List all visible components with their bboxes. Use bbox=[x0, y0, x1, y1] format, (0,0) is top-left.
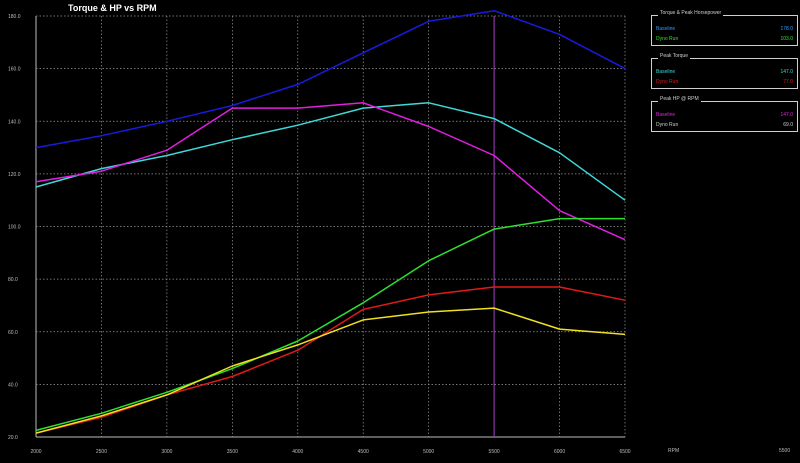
legend-group-peak-hp-rpm: Peak HP @ RPM Baseline 147.0 Dyno Run 69… bbox=[651, 96, 798, 132]
legend-group-title: Torque & Peak Horsepower bbox=[658, 10, 724, 16]
legend-group-peak-torque: Peak Torque Baseline 147.0 Dyno Run 77.0 bbox=[651, 53, 798, 89]
legend-group-title: Peak HP @ RPM bbox=[658, 96, 701, 102]
x-tick-label: 6000 bbox=[554, 449, 565, 455]
y-tick-label: 160.0 bbox=[8, 67, 21, 73]
legend-row-value: 178.0 bbox=[780, 26, 793, 32]
legend-row-label: Dyno Run bbox=[656, 122, 679, 128]
y-tick-label: 120.0 bbox=[8, 172, 21, 178]
x-tick-label: 6500 bbox=[619, 449, 630, 455]
legend-group-title: Peak Torque bbox=[658, 53, 690, 59]
series-line-5 bbox=[35, 286, 626, 434]
legend-row-value: 147.0 bbox=[780, 112, 793, 118]
legend-row-label: Baseline bbox=[656, 112, 676, 118]
y-tick-label: 140.0 bbox=[8, 119, 21, 125]
x-tick-label: 5500 bbox=[489, 449, 500, 455]
legend-row-dyno-run: Dyno Run 103.0 bbox=[656, 36, 793, 44]
x-tick-label: 4000 bbox=[292, 449, 303, 455]
legend-row-baseline: Baseline 147.0 bbox=[656, 69, 793, 77]
legend-row-baseline: Baseline 147.0 bbox=[656, 112, 793, 120]
legend-row-value: 69.0 bbox=[783, 122, 793, 128]
legend-row-value: 103.0 bbox=[780, 36, 793, 42]
footer-left-label: RPM bbox=[668, 448, 680, 454]
y-tick-label: 60.0 bbox=[8, 330, 18, 336]
x-tick-label: 3000 bbox=[161, 449, 172, 455]
series-line-6 bbox=[35, 307, 626, 434]
legend-row-label: Baseline bbox=[656, 69, 676, 75]
legend-row-dyno-run: Dyno Run 77.0 bbox=[656, 79, 793, 87]
legend-row-label: Dyno Run bbox=[656, 79, 679, 85]
legend-row-dyno-run: Dyno Run 69.0 bbox=[656, 122, 793, 130]
legend-row-label: Dyno Run bbox=[656, 36, 679, 42]
x-tick-label: 4500 bbox=[358, 449, 369, 455]
footer-right-value: 5500 bbox=[779, 448, 791, 454]
y-tick-label: 180.0 bbox=[8, 14, 21, 20]
legend-row-value: 77.0 bbox=[783, 79, 793, 85]
series-line-1 bbox=[35, 9, 626, 149]
legend-group-peak-horsepower: Torque & Peak Horsepower Baseline 178.0 … bbox=[651, 10, 798, 46]
x-tick-label: 2500 bbox=[96, 449, 107, 455]
y-tick-label: 80.0 bbox=[8, 277, 18, 283]
y-tick-label: 40.0 bbox=[8, 382, 18, 388]
series-line-4 bbox=[35, 217, 625, 432]
legend-row-baseline: Baseline 178.0 bbox=[656, 26, 793, 34]
y-tick-label: 100.0 bbox=[8, 225, 21, 231]
y-tick-label: 20.0 bbox=[8, 435, 18, 441]
x-tick-label: 5000 bbox=[423, 449, 434, 455]
chart-title: Torque & HP vs RPM bbox=[68, 3, 157, 13]
x-tick-label: 2000 bbox=[30, 449, 41, 455]
series-line-2 bbox=[35, 102, 626, 201]
x-tick-label: 3500 bbox=[227, 449, 238, 455]
legend-row-label: Baseline bbox=[656, 26, 676, 32]
series-line-3 bbox=[35, 102, 626, 241]
legend-row-value: 147.0 bbox=[780, 69, 793, 75]
